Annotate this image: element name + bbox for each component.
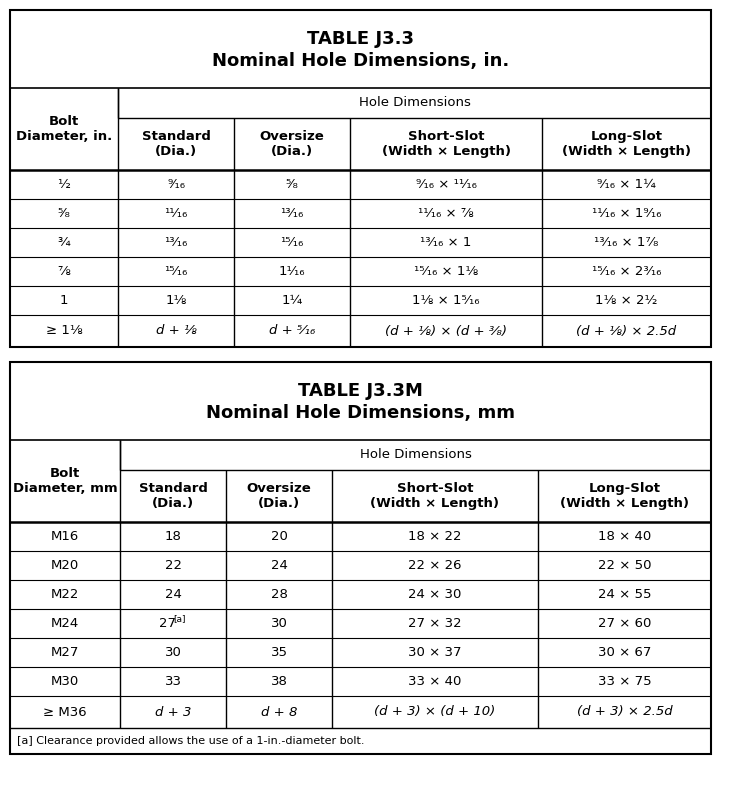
Text: 30: 30 — [270, 617, 287, 630]
Text: ¹⁵⁄₁₆: ¹⁵⁄₁₆ — [281, 236, 303, 249]
Text: ¹¹⁄₁₆ × ⅞: ¹¹⁄₁₆ × ⅞ — [418, 207, 474, 220]
Bar — [10, 362, 711, 754]
Text: Hole Dimensions: Hole Dimensions — [360, 449, 471, 462]
Text: (d + 3) × 2.5d: (d + 3) × 2.5d — [577, 706, 673, 718]
Text: 28: 28 — [270, 588, 287, 601]
Text: d + ⁵⁄₁₆: d + ⁵⁄₁₆ — [269, 325, 315, 338]
Text: [a]: [a] — [174, 614, 186, 623]
Text: 30 × 67: 30 × 67 — [598, 646, 651, 659]
Text: Standard
(Dia.): Standard (Dia.) — [139, 482, 208, 510]
Text: 33 × 75: 33 × 75 — [598, 675, 651, 688]
Text: 18: 18 — [164, 530, 181, 543]
Text: ⅞: ⅞ — [58, 265, 70, 278]
Text: 24: 24 — [164, 588, 181, 601]
Text: 35: 35 — [270, 646, 287, 659]
Text: Bolt
Diameter, in.: Bolt Diameter, in. — [16, 115, 112, 143]
Text: ¹³⁄₁₆: ¹³⁄₁₆ — [281, 207, 303, 220]
Text: ⁵⁄₈: ⁵⁄₈ — [58, 207, 70, 220]
Text: M30: M30 — [51, 675, 79, 688]
Text: d + 3: d + 3 — [155, 706, 192, 718]
Text: 33 × 40: 33 × 40 — [409, 675, 462, 688]
Text: (d + ⅛) × 2.5d: (d + ⅛) × 2.5d — [577, 325, 677, 338]
Text: ¹¹⁄₁₆ × 1⁹⁄₁₆: ¹¹⁄₁₆ × 1⁹⁄₁₆ — [592, 207, 661, 220]
Text: ⁹⁄₁₆: ⁹⁄₁₆ — [167, 178, 185, 191]
Text: Oversize
(Dia.): Oversize (Dia.) — [246, 482, 311, 510]
Text: 22: 22 — [164, 559, 181, 572]
Text: Oversize
(Dia.): Oversize (Dia.) — [260, 130, 325, 158]
Text: Long-Slot
(Width × Length): Long-Slot (Width × Length) — [560, 482, 689, 510]
Text: ⁵⁄₈: ⁵⁄₈ — [286, 178, 298, 191]
Text: Short-Slot
(Width × Length): Short-Slot (Width × Length) — [382, 130, 510, 158]
Text: Standard
(Dia.): Standard (Dia.) — [142, 130, 211, 158]
Text: ⁹⁄₁₆ × ¹¹⁄₁₆: ⁹⁄₁₆ × ¹¹⁄₁₆ — [415, 178, 477, 191]
Text: M24: M24 — [51, 617, 79, 630]
Text: ¾: ¾ — [58, 236, 70, 249]
Text: M27: M27 — [51, 646, 79, 659]
Text: TABLE J3.3: TABLE J3.3 — [307, 30, 414, 48]
Text: Long-Slot
(Width × Length): Long-Slot (Width × Length) — [562, 130, 691, 158]
Text: 38: 38 — [270, 675, 287, 688]
Text: Bolt
Diameter, mm: Bolt Diameter, mm — [12, 467, 117, 495]
Text: 24 × 30: 24 × 30 — [409, 588, 462, 601]
Text: ¹⁵⁄₁₆ × 2³⁄₁₆: ¹⁵⁄₁₆ × 2³⁄₁₆ — [592, 265, 661, 278]
Text: 30: 30 — [164, 646, 181, 659]
Bar — [10, 10, 711, 347]
Text: ⁹⁄₁₆ × 1¼: ⁹⁄₁₆ × 1¼ — [597, 178, 656, 191]
Text: ¹³⁄₁₆: ¹³⁄₁₆ — [164, 236, 188, 249]
Text: ¹¹⁄₁₆: ¹¹⁄₁₆ — [164, 207, 188, 220]
Text: d + 8: d + 8 — [261, 706, 298, 718]
Text: ½: ½ — [58, 178, 70, 191]
Text: ¹⁵⁄₁₆: ¹⁵⁄₁₆ — [164, 265, 188, 278]
Text: d + ⅛: d + ⅛ — [156, 325, 197, 338]
Text: 20: 20 — [270, 530, 287, 543]
Text: 1¹⁄₁₆: 1¹⁄₁₆ — [279, 265, 306, 278]
Text: ¹³⁄₁₆ × 1⁷⁄₈: ¹³⁄₁₆ × 1⁷⁄₈ — [594, 236, 659, 249]
Text: (d + 3) × (d + 10): (d + 3) × (d + 10) — [374, 706, 496, 718]
Text: M22: M22 — [51, 588, 79, 601]
Text: 1¼: 1¼ — [281, 294, 303, 307]
Text: 1: 1 — [60, 294, 68, 307]
Text: 27 × 60: 27 × 60 — [598, 617, 651, 630]
Text: 18 × 40: 18 × 40 — [598, 530, 651, 543]
Text: Hole Dimensions: Hole Dimensions — [359, 97, 471, 110]
Text: 30 × 37: 30 × 37 — [408, 646, 462, 659]
Text: M16: M16 — [51, 530, 79, 543]
Text: 1⅛ × 1⁵⁄₁₆: 1⅛ × 1⁵⁄₁₆ — [412, 294, 480, 307]
Text: 27: 27 — [159, 617, 176, 630]
Text: 18 × 22: 18 × 22 — [408, 530, 462, 543]
Text: ≥ 1⅛: ≥ 1⅛ — [45, 325, 83, 338]
Text: Nominal Hole Dimensions, mm: Nominal Hole Dimensions, mm — [206, 405, 515, 422]
Text: Short-Slot
(Width × Length): Short-Slot (Width × Length) — [371, 482, 499, 510]
Text: 1⅛ × 2½: 1⅛ × 2½ — [595, 294, 658, 307]
Text: 22 × 26: 22 × 26 — [408, 559, 462, 572]
Text: ¹⁵⁄₁₆ × 1⅛: ¹⁵⁄₁₆ × 1⅛ — [414, 265, 478, 278]
Text: 22 × 50: 22 × 50 — [598, 559, 651, 572]
Text: (d + ⅛) × (d + ³⁄₈): (d + ⅛) × (d + ³⁄₈) — [385, 325, 507, 338]
Text: TABLE J3.3M: TABLE J3.3M — [298, 382, 423, 400]
Text: ¹³⁄₁₆ × 1: ¹³⁄₁₆ × 1 — [420, 236, 471, 249]
Text: 24: 24 — [270, 559, 287, 572]
Text: Nominal Hole Dimensions, in.: Nominal Hole Dimensions, in. — [212, 53, 509, 70]
Text: [a] Clearance provided allows the use of a 1-in.-diameter bolt.: [a] Clearance provided allows the use of… — [17, 736, 365, 746]
Text: 27 × 32: 27 × 32 — [408, 617, 462, 630]
Text: M20: M20 — [51, 559, 79, 572]
Text: ≥ M36: ≥ M36 — [43, 706, 87, 718]
Text: 33: 33 — [164, 675, 181, 688]
Text: 1⅛: 1⅛ — [165, 294, 186, 307]
Text: 24 × 55: 24 × 55 — [598, 588, 651, 601]
